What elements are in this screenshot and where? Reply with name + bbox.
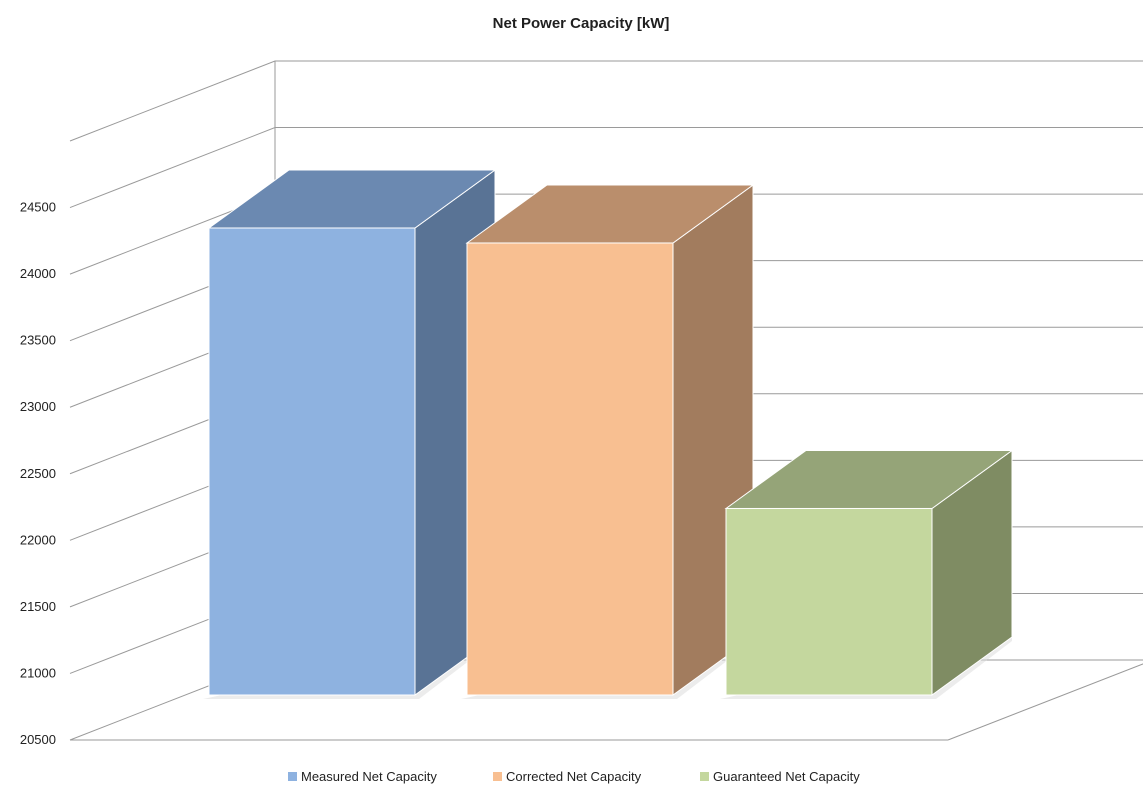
legend-entry: Corrected Net Capacity [493,769,642,784]
y-tick-label: 21500 [20,599,56,614]
legend-entry: Guaranteed Net Capacity [700,769,860,784]
legend-label: Measured Net Capacity [301,769,437,784]
chart-title: Net Power Capacity [kW] [493,15,670,32]
legend-entry: Measured Net Capacity [288,769,437,784]
legend-label: Corrected Net Capacity [506,769,642,784]
bar [461,183,755,699]
y-tick-label: 24000 [20,266,56,281]
floor-right-edge [947,663,1143,741]
bar [203,169,497,699]
legend-label: Guaranteed Net Capacity [713,769,860,784]
legend-swatch [288,772,297,781]
legend: Measured Net Capacity Corrected Net Capac… [288,769,860,784]
y-tick-label: 24500 [20,200,56,215]
bar-front [725,507,933,696]
y-tick-label: 23500 [20,333,56,348]
y-tick-label: 23000 [20,399,56,414]
bar-front [466,242,674,696]
bars [203,169,1014,699]
y-tick-label: 21000 [20,665,56,680]
y-tick-label: 22500 [20,466,56,481]
bar [720,449,1014,699]
legend-swatch [700,772,709,781]
y-axis-tick-labels: 20500 21000 21500 22000 22500 23000 23500 24000… [20,200,56,747]
y-tick-label: 20500 [20,732,56,747]
legend-swatch [493,772,502,781]
bar-front [208,227,416,696]
y-tick-label: 22000 [20,532,56,547]
gridline [69,60,1143,142]
